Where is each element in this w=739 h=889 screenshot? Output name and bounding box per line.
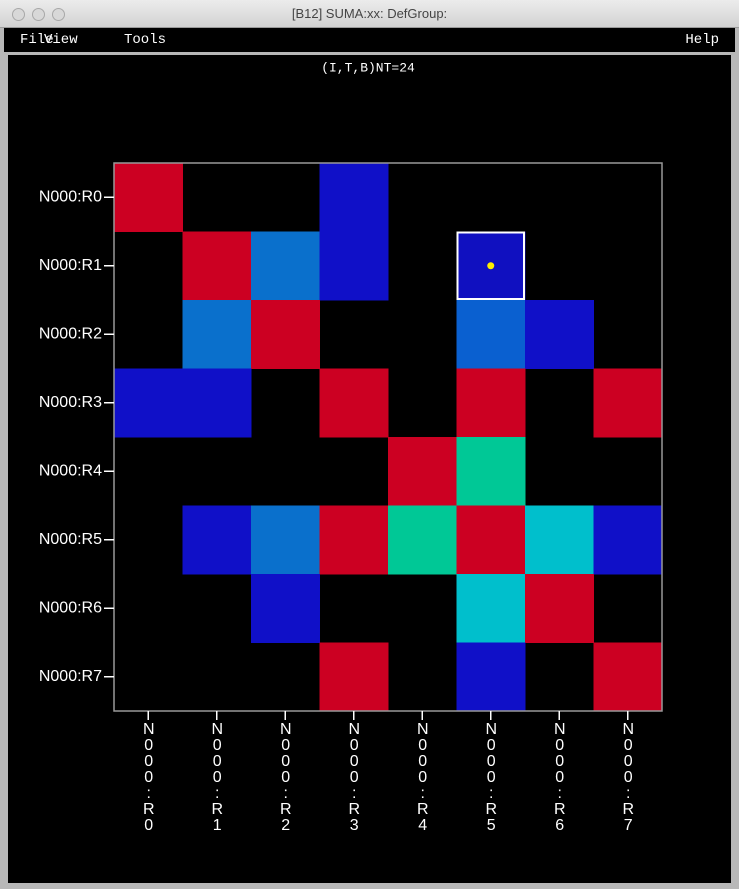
matrix-cell — [319, 505, 389, 575]
matrix-subtitle: (I,T,B)NT=24 — [321, 60, 415, 75]
matrix-cell — [319, 368, 389, 438]
matrix-cell — [456, 642, 526, 712]
matrix-cell — [456, 300, 526, 369]
row-label: N000:R4 — [39, 462, 102, 479]
matrix-cell — [319, 231, 389, 301]
column-label: N000:R4 — [414, 721, 432, 833]
minimize-button[interactable] — [32, 8, 45, 21]
matrix-cell — [319, 642, 389, 712]
row-label: N000:R2 — [39, 325, 102, 342]
matrix-cell — [456, 505, 526, 575]
matrix-cell — [182, 368, 252, 438]
window-title: [B12] SUMA:xx: DefGroup: — [291, 6, 448, 21]
matrix-cell — [388, 505, 457, 575]
matrix-cell — [319, 163, 389, 232]
matrix-cell — [525, 574, 594, 643]
matrix-cell — [114, 368, 183, 438]
column-label: N000:R2 — [277, 721, 295, 833]
menu-item[interactable]: File — [20, 32, 54, 48]
menu-bar: File View Tools Help — [4, 28, 735, 52]
matrix-cell — [525, 300, 594, 369]
row-label: N000:R5 — [39, 531, 102, 548]
matrix-cell — [456, 574, 526, 643]
column-label: N000:R7 — [619, 721, 637, 833]
menu-item[interactable]: Tools — [124, 32, 167, 48]
matrix-plot[interactable]: (I,T,B)NT=24 N000:R0 N000:R1 N000:R2 N000:R… — [8, 55, 731, 883]
column-label: N000:R6 — [551, 721, 569, 833]
selection-marker — [487, 262, 495, 270]
matrix-cell — [456, 368, 526, 438]
plot-frame — [113, 162, 663, 712]
matrix-cell — [251, 574, 320, 643]
row-label: N000:R6 — [39, 599, 102, 616]
row-label: N000:R7 — [39, 668, 102, 685]
selected-cell-outline — [456, 231, 525, 300]
close-button[interactable] — [12, 8, 25, 21]
matrix-view[interactable]: (I,T,B)NT=24 N000:R0 N000:R1 N000:R2 N000:R… — [8, 55, 731, 883]
row-label: N000:R3 — [39, 394, 102, 411]
matrix-cell — [456, 437, 526, 506]
column-label: N000:R3 — [345, 721, 363, 833]
matrix-cell — [182, 505, 252, 575]
matrix-cell — [525, 505, 594, 575]
matrix-cell — [593, 368, 663, 438]
row-label: N000:R1 — [39, 257, 102, 274]
matrix-cell — [251, 231, 320, 301]
title-bar: [B12] SUMA:xx: DefGroup: — [0, 0, 739, 28]
matrix-cell — [251, 300, 320, 369]
menu-item[interactable]: Help — [685, 32, 719, 48]
matrix-cell — [182, 300, 252, 369]
matrix-cell — [251, 505, 320, 575]
column-label: N000:R0 — [140, 721, 158, 833]
matrix-cell — [114, 163, 183, 232]
menu-item[interactable]: View — [44, 32, 78, 48]
matrix-cell — [388, 437, 457, 506]
column-label: N000:R5 — [482, 721, 500, 833]
matrix-cell — [593, 505, 663, 575]
column-label: N000:R1 — [208, 721, 226, 833]
row-label: N000:R0 — [39, 188, 102, 205]
matrix-cell — [182, 231, 252, 301]
matrix-cell — [593, 642, 663, 712]
zoom-button[interactable] — [52, 8, 65, 21]
